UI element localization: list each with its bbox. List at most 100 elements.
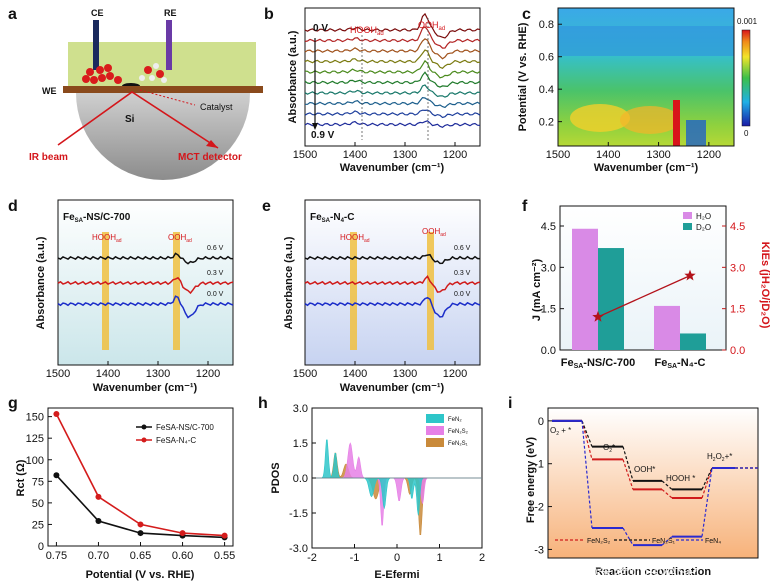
- panel-a: a CE RE WE Si Catalyst IR beam MCT detec…: [8, 6, 263, 180]
- curve-label-1: 0.3 V: [207, 270, 224, 277]
- top-potential-b: 0 V: [313, 23, 328, 34]
- y-label-c: Potential (V vs. RHE): [517, 22, 529, 131]
- y-tick-label-h: 1.5: [293, 438, 308, 450]
- x-tick-label-b: 1500: [293, 149, 317, 161]
- y-tick-label-h: -1.5: [289, 508, 308, 520]
- ir-beam-label: IR beam: [29, 152, 68, 163]
- curve-labels-e: 0.6 V 0.3 V 0.0 V: [454, 245, 471, 298]
- plot-frame-i: [547, 407, 759, 559]
- x-label-h: E-Efermi: [374, 569, 419, 581]
- spectra-d: [57, 252, 234, 319]
- energy-seg-0-3: [622, 459, 634, 490]
- x-tick-label-c: 1400: [596, 149, 620, 161]
- ir-beam-arrow: [206, 140, 218, 148]
- bar-0-0: [572, 228, 598, 350]
- reference-electrode: [166, 20, 172, 70]
- panel-h: h -2 -1 0 1 2 3.0 1.5 0.0 -1.5 -3.0 FeN₂ FeN₂S₂ F…: [258, 395, 485, 581]
- y-tick-label-g: 75: [32, 476, 44, 488]
- legend-h3: FeN₂S₁: [448, 441, 468, 447]
- colorbar-min-c: 0: [744, 129, 749, 138]
- x-label-b: Wavenumber (cm⁻¹): [340, 162, 445, 174]
- curve-label-1: 0.3 V: [454, 270, 471, 277]
- y-tick-label-g: 0: [38, 541, 44, 553]
- y-label-b: Absorbance (a.u.): [287, 30, 299, 123]
- energy-seg-1-3: [622, 446, 634, 482]
- legend-i: FeN₂S₂ FeN₂S₁ FeN₄: [555, 538, 721, 545]
- legend-i1: FeN₂S₂: [587, 538, 611, 545]
- legend-swatch-d2o: [683, 223, 692, 230]
- spectrum-b-9: [304, 120, 481, 128]
- y-tick-label-h: -3.0: [289, 543, 308, 555]
- colorbar-max-c: 0.001: [737, 17, 758, 26]
- legend-i2: FeN₂S₁: [652, 538, 676, 545]
- title-e: FeSA-N4-C: [310, 212, 354, 224]
- x-tick-label-c: 1300: [646, 149, 670, 161]
- si-prism: [76, 93, 250, 180]
- x-tick-label-d: 1300: [146, 368, 170, 380]
- kie-point-1: [684, 269, 696, 281]
- y-tick-label-left-f: 4.5: [541, 221, 556, 233]
- peak-ooh-d: OOHad: [168, 233, 192, 244]
- energy-seg-0-7: [701, 467, 713, 499]
- spectrum-b-4: [304, 59, 481, 79]
- step-h2o2-i: H2O2+*: [707, 452, 732, 463]
- y-label-left-f: J (mA cm⁻²): [531, 259, 543, 322]
- y-tick-label-g: 50: [32, 498, 44, 510]
- y-tick-label-right-f: 4.5: [730, 221, 745, 233]
- heatmap-band-c: [558, 26, 734, 56]
- catalyst-label: Catalyst: [200, 102, 233, 112]
- spectrum-e-lines-0: [304, 253, 481, 265]
- legend-h2o: H₂O: [696, 212, 711, 221]
- energy-seg-2-1: [581, 420, 593, 529]
- y-tick-label-g: 100: [26, 455, 44, 467]
- peak-ooh-b: OOHad: [418, 20, 445, 32]
- x-label-i: Reaction coordination: [595, 566, 711, 578]
- point-g-1-2: [137, 521, 144, 528]
- panel-e: e FeSA-N4-C HOOHad OOHad 0.6 V 0.3 V 0.0 V…: [262, 198, 481, 394]
- peak-ooh-e: OOHad: [422, 227, 446, 238]
- spectrum-b-8: [304, 109, 481, 119]
- x-tick-label-e: 1400: [343, 368, 367, 380]
- we-label: WE: [42, 86, 57, 96]
- y-tick-label-i: -3: [534, 544, 544, 556]
- energy-seg-0-5: [661, 488, 673, 499]
- legend-i3: FeN₄: [705, 538, 721, 545]
- x-label-d: Wavenumber (cm⁻¹): [93, 382, 198, 394]
- watermark: 知乎 @朱老师讲VASP: [549, 564, 697, 581]
- x-tick-label-b: 1300: [393, 149, 417, 161]
- category-label-0: FeSA-NS/C-700: [561, 357, 636, 370]
- legend-marker-g1: [141, 424, 147, 430]
- x-tick-label-e: 1300: [393, 368, 417, 380]
- y-tick-label-left-f: 1.5: [541, 304, 556, 316]
- y-tick-label-left-f: 3.0: [541, 262, 556, 274]
- y-tick-label-left-f: 0.0: [541, 345, 556, 357]
- bar-1-0: [654, 305, 680, 350]
- category-label-1: FeSA-N₄-C: [654, 357, 705, 370]
- legend-h2: FeN₂S₂: [448, 429, 469, 435]
- spectra-b: [304, 12, 481, 128]
- y-label-right-f: KIEs (jH₂O/jD₂O): [759, 242, 771, 329]
- bar-1-1: [680, 333, 706, 350]
- colorbar-c: [741, 29, 751, 127]
- spectrum-b-2: [304, 38, 481, 60]
- spectrum-b-0: [304, 12, 481, 39]
- spectrum-d-lines-0: [57, 252, 234, 265]
- legend-g: FeSA-NS/C-700 FeSA-N₄-C: [136, 423, 214, 445]
- legend-d2o: D₂O: [696, 223, 711, 232]
- y-tick-label-right-f: 3.0: [730, 262, 745, 274]
- x-tick-label-g: 0.55: [214, 550, 235, 562]
- energy-seg-1-7: [701, 467, 713, 490]
- panel-letter-b: b: [264, 6, 274, 23]
- y-label-d: Absorbance (a.u.): [35, 236, 47, 329]
- y-tick-label-g: 125: [26, 433, 44, 445]
- legend-marker-g2: [141, 437, 147, 443]
- legend-g1: FeSA-NS/C-700: [156, 423, 214, 432]
- spectrum-b-5: [304, 71, 481, 88]
- x-tick-label-c: 1500: [546, 149, 570, 161]
- point-g-1-0: [53, 411, 60, 418]
- x-tick-label-h: 2: [479, 552, 485, 564]
- x-tick-label-g: 0.60: [172, 550, 193, 562]
- x-label-g: Potential (V vs. RHE): [86, 569, 195, 581]
- spectrum-b-3: [304, 49, 481, 70]
- legend-swatch-h3: [426, 438, 444, 447]
